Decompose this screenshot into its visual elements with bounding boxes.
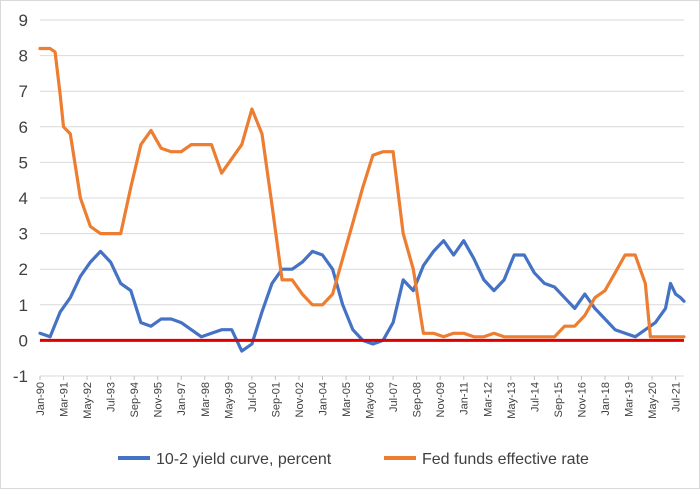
x-tick-label: Mar-19	[624, 382, 636, 417]
x-tick-label: Jul-14	[529, 382, 541, 412]
x-tick-label: Mar-98	[200, 382, 212, 417]
x-tick-label: May-06	[365, 382, 377, 419]
series-line-fed-funds	[38, 46, 686, 339]
x-tick-label: Jul-00	[247, 382, 259, 412]
y-tick-label: 4	[19, 189, 28, 208]
x-tick-label: Sep-08	[412, 382, 424, 417]
y-axis-ticks: -1 0 1 2 3 4 5 6 7 8 9	[13, 11, 28, 386]
x-tick-label: Jul-93	[106, 382, 118, 412]
x-tick-label: Nov-95	[153, 382, 165, 417]
y-tick-label: 6	[19, 118, 28, 137]
y-tick-label: 1	[19, 296, 28, 315]
y-tick-label: 7	[19, 82, 28, 101]
y-tick-label: 8	[19, 47, 28, 66]
y-tick-label: 9	[19, 11, 28, 30]
x-tick-label: Sep-94	[129, 382, 141, 417]
legend: 10-2 yield curve, percent Fed funds effe…	[118, 451, 589, 468]
y-tick-label: 3	[19, 225, 28, 244]
x-tick-label: May-13	[506, 382, 518, 419]
x-tick-label: Sep-01	[270, 382, 282, 417]
x-tick-label: Mar-05	[341, 382, 353, 417]
x-tick-label: Jan-04	[317, 382, 329, 416]
x-tick-label: Jan-18	[600, 382, 612, 416]
x-axis-ticks: Jan-90 Mar-91 May-92 Jul-93 Sep-94 Nov-95 Jan-…	[35, 376, 683, 419]
y-tick-label: 5	[19, 153, 28, 172]
x-tick-label: Jan-90	[35, 382, 47, 416]
y-tick-label: -1	[13, 367, 28, 386]
x-tick-label: Nov-09	[435, 382, 447, 417]
series-lines	[38, 46, 686, 353]
x-tick-label: May-99	[223, 382, 235, 419]
x-tick-label: Jan-11	[459, 382, 471, 415]
y-tick-label: 0	[19, 331, 28, 350]
x-tick-label: Sep-15	[553, 382, 565, 417]
x-tick-label: Nov-02	[294, 382, 306, 417]
series-line-yield-curve	[38, 239, 686, 353]
x-tick-label: Mar-12	[482, 382, 494, 417]
y-tick-label: 2	[19, 260, 28, 279]
x-tick-label: Jul-21	[671, 382, 683, 412]
x-tick-label: Mar-91	[59, 382, 71, 417]
x-tick-label: May-20	[647, 382, 659, 419]
x-tick-label: Jan-97	[176, 382, 188, 416]
legend-label-yield-curve: 10-2 yield curve, percent	[156, 451, 332, 468]
x-tick-label: Nov-16	[576, 382, 588, 417]
x-tick-label: May-92	[82, 382, 94, 419]
legend-label-fed-funds: Fed funds effective rate	[422, 451, 589, 468]
x-tick-label: Jul-07	[388, 382, 400, 412]
